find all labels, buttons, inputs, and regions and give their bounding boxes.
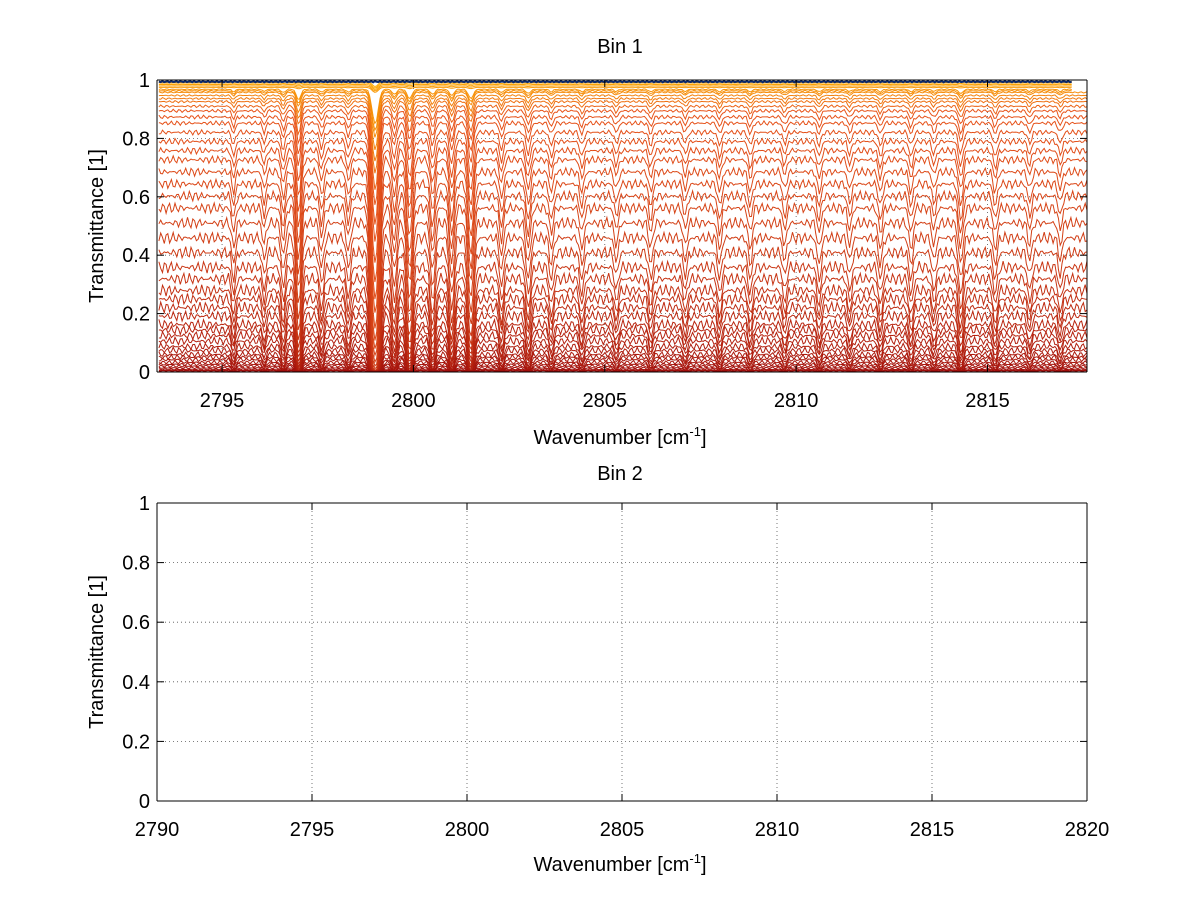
bin2-y-tick-label: 0.8 <box>122 553 150 575</box>
bin1-series-line <box>158 88 1072 125</box>
bin1-series-line <box>158 341 1088 372</box>
bin1-series-line <box>158 154 1088 313</box>
bin1-x-tick-label: 2805 <box>583 390 628 412</box>
bin2-y-axis-label: Transmittance [1] <box>86 575 108 729</box>
bin2-panel: Bin 2 2790 2795 2800 2805 2810 2815 2820 00.20… <box>86 463 1109 876</box>
bin1-series-line <box>158 177 1088 341</box>
bin1-series-line <box>158 215 1088 364</box>
bin1-y-axis-label: Transmittance [1] <box>86 149 108 303</box>
bin1-series-line <box>158 137 1088 283</box>
bin2-x-tick-label: 2790 <box>135 819 180 841</box>
bin1-axes <box>156 79 1088 373</box>
bin1-x-tick-label: 2815 <box>965 390 1010 412</box>
bin1-x-tick-label: 2795 <box>200 390 245 412</box>
bin1-series-line <box>158 119 1088 242</box>
bin2-x-tick-label: 2800 <box>445 819 490 841</box>
bin1-series-line <box>158 83 1072 90</box>
bin1-series-line <box>158 271 1088 372</box>
bin1-series-line <box>158 361 1088 372</box>
bin1-top-series-line <box>158 80 1072 84</box>
bin1-y-ticks: 0 0.2 0.4 0.6 0.8 1 <box>122 70 1087 384</box>
bin1-series-line <box>158 367 1088 372</box>
bin1-series-line <box>158 89 1072 132</box>
bin2-grid <box>157 503 1087 801</box>
bin1-series-line <box>158 369 1088 372</box>
bin2-y-tick-label: 0 <box>139 791 150 813</box>
bin2-y-tick-label: 0.4 <box>122 672 150 694</box>
bin1-series-line <box>158 82 1072 89</box>
bin1-series-line <box>158 335 1088 372</box>
bin1-series-line <box>158 317 1088 372</box>
bin1-series-line <box>158 259 1088 372</box>
bin2-x-ticks: 2790 2795 2800 2805 2810 2815 2820 <box>135 503 1110 841</box>
bin2-title: Bin 2 <box>597 463 643 485</box>
bin1-series-line <box>158 114 1088 225</box>
bin1-x-tick-label: 2810 <box>774 390 819 412</box>
bin1-series-line <box>158 96 1088 162</box>
bin2-x-tick-label: 2815 <box>910 819 955 841</box>
bin1-x-ticks: 2795 2800 2805 2810 2815 <box>200 80 1010 412</box>
bin1-y-tick-label: 0.8 <box>122 128 150 150</box>
bin2-y-tick-label: 0.6 <box>122 612 150 634</box>
bin1-series-line <box>158 91 1088 138</box>
bin1-series-line <box>158 86 1072 93</box>
bin1-title: Bin 1 <box>597 36 643 58</box>
bin2-y-tick-label: 0.2 <box>122 731 150 753</box>
bin2-x-tick-label: 2810 <box>755 819 800 841</box>
bin1-series-line <box>158 282 1088 372</box>
bin2-x-tick-label: 2820 <box>1065 819 1110 841</box>
bin1-series-line <box>158 99 1088 174</box>
bin2-y-ticks: 0 0.2 0.4 0.6 0.8 1 <box>122 493 1087 813</box>
bin1-y-tick-label: 0.6 <box>122 187 150 209</box>
bin1-y-tick-label: 1 <box>139 70 150 92</box>
bin1-y-tick-label: 0 <box>139 362 150 384</box>
bin1-series-line <box>158 189 1088 349</box>
bin1-series-line <box>158 165 1088 329</box>
bin1-x-axis-label: Wavenumber [cm-1] <box>533 424 706 449</box>
bin1-panel: Bin 1 2795 2800 2805 2810 2815 0 0.2 0.4 0.6 0.8… <box>86 36 1088 449</box>
bin1-series-line <box>158 359 1088 372</box>
bin1-series-line <box>158 201 1088 358</box>
bin1-series-line <box>158 128 1088 263</box>
bin1-series-line <box>158 104 1088 190</box>
bin1-series-line <box>158 353 1088 372</box>
bin1-series-line <box>158 291 1088 372</box>
bin1-series-line <box>158 356 1088 372</box>
bin1-series-line <box>158 94 1088 150</box>
bin1-series-line <box>158 245 1088 370</box>
bin1-x-tick-label: 2800 <box>391 390 436 412</box>
bin2-x-axis-label: Wavenumber [cm-1] <box>533 851 706 876</box>
bin2-x-tick-label: 2795 <box>290 819 335 841</box>
bin1-series-line <box>158 308 1088 372</box>
bin1-y-tick-label: 0.4 <box>122 245 150 267</box>
bin2-x-tick-label: 2805 <box>600 819 645 841</box>
bin1-series-line <box>158 230 1088 368</box>
bin1-series-line <box>158 323 1088 372</box>
bin1-series-line <box>158 146 1088 300</box>
bin1-series-group <box>158 80 1088 372</box>
bin1-series-line <box>158 108 1088 205</box>
bin1-series-line <box>158 329 1088 372</box>
bin1-series-line <box>158 85 1072 92</box>
bin2-y-tick-label: 1 <box>139 493 150 515</box>
bin1-y-tick-label: 0.2 <box>122 304 150 326</box>
bin1-series-line <box>158 300 1088 372</box>
